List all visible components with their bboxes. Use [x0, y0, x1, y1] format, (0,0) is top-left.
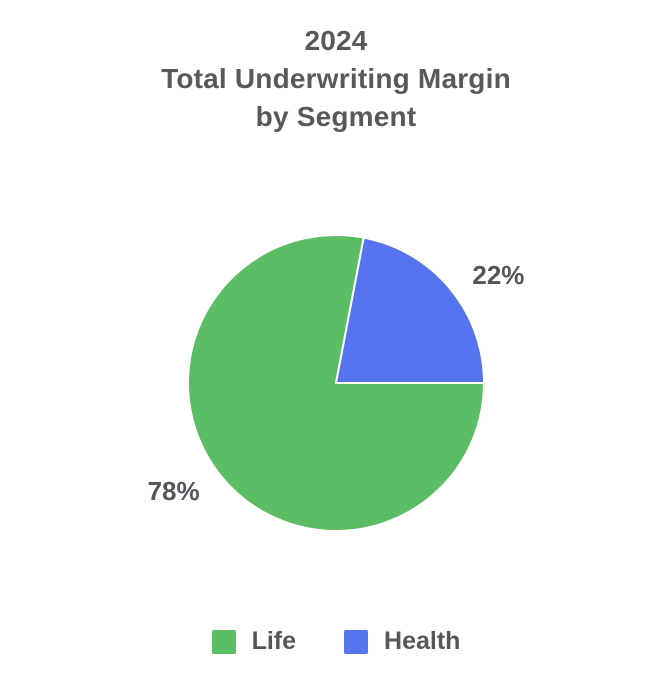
- pie-value-label-life: 78%: [148, 476, 200, 506]
- legend-swatch-life-icon: [211, 629, 236, 654]
- pie-slice-health: [335, 236, 485, 384]
- legend-swatch-health-icon: [344, 629, 369, 654]
- chart-title-line-2: Total Underwriting Margin: [161, 63, 511, 94]
- legend-item-life[interactable]: Life: [211, 627, 297, 656]
- chart-title-line-3: by Segment: [255, 101, 417, 132]
- chart-legend: Life Health: [0, 627, 672, 656]
- legend-item-health[interactable]: Health: [344, 627, 460, 656]
- chart-title-line-1: 2024: [304, 25, 368, 56]
- pie-value-label-health: 22%: [472, 260, 524, 290]
- legend-label-life: Life: [251, 627, 297, 655]
- chart-title: 2024 Total Underwriting Margin by Segmen…: [0, 22, 672, 136]
- legend-label-health: Health: [384, 627, 461, 655]
